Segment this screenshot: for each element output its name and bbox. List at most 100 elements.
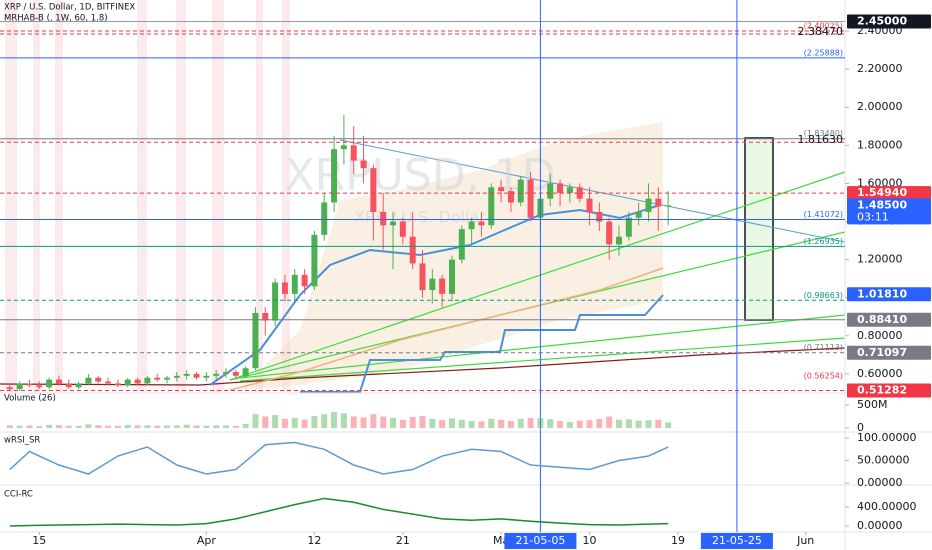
- volume-bar: [399, 419, 406, 428]
- candle-body: [272, 282, 279, 321]
- volume-bar: [390, 417, 397, 428]
- price-tag-label: 0.88410: [857, 313, 907, 326]
- candle-body: [105, 381, 112, 384]
- trend-line: [239, 314, 846, 379]
- volume-bar: [242, 423, 249, 428]
- y-tick-label: 0.60000: [857, 367, 903, 380]
- session-bands: [5, 0, 290, 392]
- candle-body: [232, 372, 239, 376]
- candle-body: [419, 263, 426, 291]
- x-tick-label: 19: [671, 534, 685, 547]
- candle-body: [164, 377, 171, 380]
- candle-body: [183, 373, 190, 376]
- volume-bar: [360, 417, 367, 428]
- band: [33, 0, 40, 392]
- candle-body: [95, 377, 102, 382]
- indicator-line: [9, 441, 669, 475]
- volume-bar: [498, 419, 505, 428]
- fib-label: (0.71113): [804, 343, 843, 352]
- volume-bar: [537, 418, 544, 428]
- candle-body: [26, 383, 33, 386]
- volume-bar: [232, 425, 239, 428]
- trend-line: [229, 171, 846, 381]
- price-tag: [847, 312, 931, 327]
- step-line: [300, 294, 664, 393]
- volume-bar: [517, 418, 524, 428]
- volume-bar: [625, 419, 632, 428]
- projection-box: [744, 137, 774, 321]
- volume-bar: [409, 416, 416, 428]
- volume-bar: [65, 425, 72, 428]
- price-tag: [847, 345, 931, 360]
- candle-body: [566, 187, 573, 193]
- x-tick-label: 21: [396, 534, 410, 547]
- volume-bar: [95, 425, 102, 428]
- marker-label: 21-05-25: [712, 534, 762, 547]
- candle-body: [399, 221, 406, 237]
- price-tag: [847, 186, 931, 201]
- volume-bar: [281, 418, 288, 428]
- volume-bar: [26, 425, 33, 428]
- band: [256, 0, 263, 392]
- candle-body: [645, 198, 652, 212]
- marker-box: [700, 533, 773, 549]
- volume-bar: [527, 417, 534, 428]
- candle-body: [6, 387, 13, 390]
- volume-bar: [311, 416, 318, 428]
- x-tick-label: 15: [32, 534, 46, 547]
- candle-body: [114, 383, 121, 386]
- price-tag-label: 0.71097: [857, 346, 907, 359]
- volume-bar: [576, 420, 583, 428]
- volume-bar: [55, 425, 62, 428]
- level-label: 2.38470: [798, 25, 844, 38]
- fib-label: (0.56254): [804, 372, 843, 381]
- candle-body: [507, 191, 514, 203]
- price-tag: [847, 14, 931, 29]
- volume-bar: [665, 422, 672, 428]
- pane-title: CCI-RC: [4, 490, 33, 500]
- volume-bar: [655, 419, 662, 428]
- candle-body: [390, 221, 397, 226]
- volume-bar: [616, 419, 623, 428]
- band: [55, 0, 63, 392]
- y-tick-label: 100.00000: [857, 431, 917, 444]
- candle-body: [144, 377, 151, 384]
- price-tag-label: 1.48500: [857, 198, 907, 211]
- volume-bar: [340, 413, 347, 428]
- volume-bar: [75, 425, 82, 428]
- volume-bar: [380, 416, 387, 428]
- candle-body: [193, 373, 200, 378]
- candle-body: [16, 383, 23, 390]
- candle-body: [350, 145, 357, 161]
- long-ma: [0, 347, 846, 386]
- candle-body: [55, 379, 62, 384]
- band: [176, 0, 186, 392]
- candle-body: [409, 236, 416, 264]
- candle-body: [488, 187, 495, 226]
- candle-body: [134, 379, 141, 384]
- band: [212, 0, 224, 392]
- volume-bar: [85, 424, 92, 428]
- level-label: 1.81630: [798, 133, 844, 146]
- volume-bar: [134, 425, 141, 428]
- volume-bar: [557, 421, 564, 428]
- candle-body: [586, 198, 593, 212]
- candle-body: [301, 274, 308, 287]
- volume-bar: [448, 418, 455, 428]
- candle-body: [448, 259, 455, 294]
- candle-body: [242, 368, 249, 376]
- candle-body: [203, 375, 210, 378]
- marker-box: [504, 533, 577, 549]
- candle-body: [340, 145, 347, 150]
- band: [282, 0, 290, 392]
- candle-body: [557, 183, 564, 193]
- candle-body: [596, 212, 603, 222]
- candle-body: [65, 383, 72, 388]
- y-tick-label: 400.00000: [857, 500, 917, 513]
- candle-body: [291, 274, 298, 294]
- candle-body: [458, 229, 465, 260]
- volume-bar: [419, 416, 426, 428]
- candle-body: [429, 278, 436, 291]
- volume-bar: [350, 416, 357, 428]
- y-tick-label: 1.20000: [857, 253, 903, 266]
